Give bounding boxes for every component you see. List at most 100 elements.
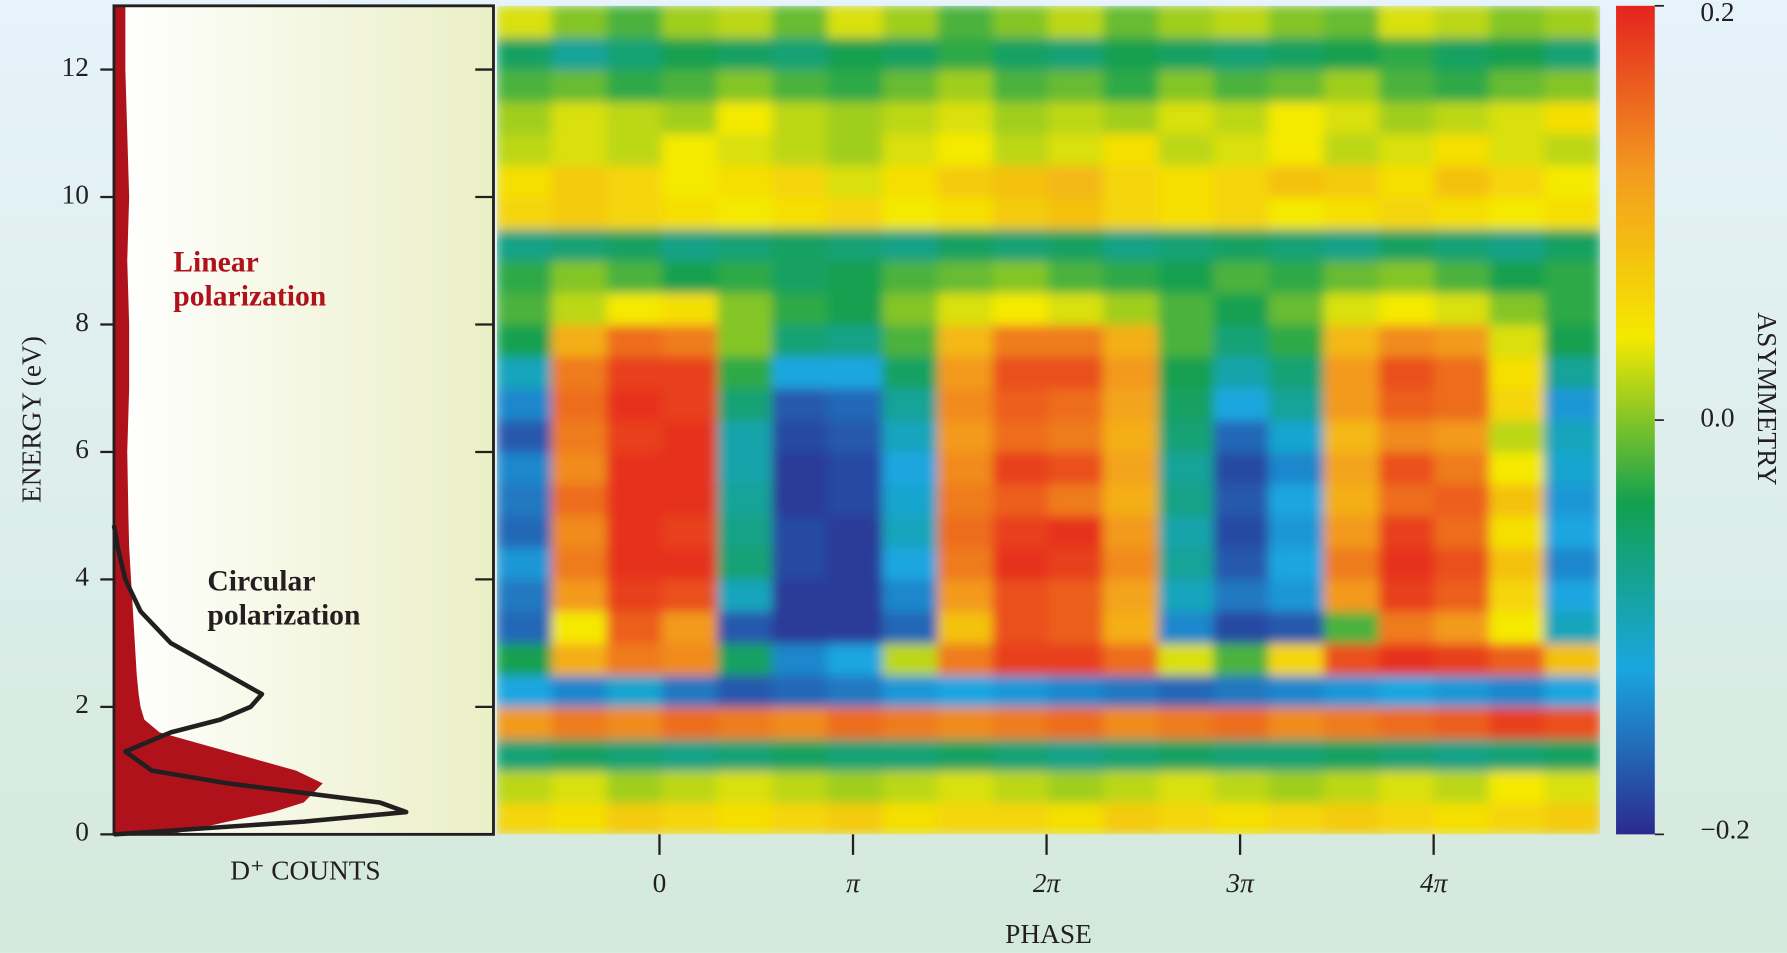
heat-cell <box>1323 387 1381 421</box>
heat-cell <box>1103 68 1160 102</box>
heat-cell <box>1323 323 1381 357</box>
heat-cell <box>882 100 939 134</box>
y-tick-label: 8 <box>75 307 89 337</box>
heat-cell <box>992 610 1050 644</box>
heat-cell <box>1434 164 1491 198</box>
heat-cell <box>1047 132 1105 166</box>
heat-cell <box>1213 419 1270 453</box>
heat-cell <box>882 260 939 294</box>
heat-cell <box>882 451 939 485</box>
heat-cell <box>1047 323 1105 357</box>
series-label: polarization <box>207 600 361 632</box>
heat-cell <box>772 801 829 835</box>
heat-cell <box>882 546 939 580</box>
heat-cell <box>1103 100 1160 134</box>
heat-cell <box>1268 801 1325 835</box>
heat-cell <box>772 355 829 389</box>
heat-cell <box>716 674 774 708</box>
heat-cell <box>606 260 663 294</box>
heat-cell <box>1434 100 1491 134</box>
heat-cell <box>606 37 663 71</box>
heat-cell <box>661 770 719 804</box>
heat-cell <box>1268 164 1325 198</box>
heat-cell <box>716 578 774 612</box>
heat-cell <box>937 68 994 102</box>
heat-cell <box>1158 5 1215 39</box>
heat-cell <box>882 801 939 835</box>
heat-cell <box>882 37 939 71</box>
heat-cell <box>1047 419 1105 453</box>
heat-cell <box>772 451 829 485</box>
heat-cell <box>1268 483 1325 517</box>
heat-cell <box>661 37 719 71</box>
heat-cell <box>827 706 884 740</box>
heat-cell <box>661 801 719 835</box>
heat-cell <box>1323 37 1381 71</box>
heat-cell <box>1103 292 1160 326</box>
heat-cell <box>882 674 939 708</box>
heat-cell <box>1544 801 1601 835</box>
heat-cell <box>496 292 553 326</box>
heat-cell <box>772 578 829 612</box>
heat-cell <box>1213 770 1270 804</box>
heat-cell <box>1378 546 1436 580</box>
heat-cell <box>606 610 663 644</box>
heat-cell <box>992 738 1050 772</box>
heat-cell <box>1213 610 1270 644</box>
heat-cell <box>551 355 608 389</box>
heat-cell <box>1489 674 1546 708</box>
heat-cell <box>1378 260 1436 294</box>
heat-cell <box>992 674 1050 708</box>
heat-cell <box>1489 68 1546 102</box>
heat-cell <box>1378 419 1436 453</box>
heat-cell <box>1378 578 1436 612</box>
heat-cell <box>661 706 719 740</box>
heat-cell <box>992 546 1050 580</box>
heat-cell <box>1489 5 1546 39</box>
heat-cell <box>496 323 553 357</box>
heat-cell <box>1544 546 1601 580</box>
y-tick-label: 0 <box>75 817 89 847</box>
heat-cell <box>1544 515 1601 549</box>
heat-cell <box>606 355 663 389</box>
counts-frame <box>112 4 495 836</box>
heat-cell <box>716 132 774 166</box>
heat-cell <box>937 323 994 357</box>
heat-cell <box>882 196 939 230</box>
heat-cell <box>1323 546 1381 580</box>
heat-cell <box>1158 515 1215 549</box>
heat-cell <box>1103 674 1160 708</box>
heat-cell <box>827 515 884 549</box>
heat-cell <box>1268 355 1325 389</box>
heat-cell <box>992 260 1050 294</box>
heat-cell <box>496 642 553 676</box>
heat-cell <box>1544 68 1601 102</box>
heat-cell <box>772 196 829 230</box>
heat-cell <box>716 706 774 740</box>
heat-cell <box>1323 68 1381 102</box>
heat-cell <box>1213 578 1270 612</box>
heat-cell <box>551 515 608 549</box>
heat-cell <box>551 196 608 230</box>
heat-cell <box>1213 546 1270 580</box>
heat-cell <box>1544 164 1601 198</box>
heat-cell <box>1047 355 1105 389</box>
heat-cell <box>1544 132 1601 166</box>
heat-cell <box>1047 100 1105 134</box>
heat-cell <box>496 419 553 453</box>
x-tick-label: 0 <box>653 868 667 898</box>
counts-plot <box>111 5 409 837</box>
heat-cell <box>606 387 663 421</box>
heat-cell <box>1103 546 1160 580</box>
heat-cell <box>937 578 994 612</box>
heat-cell <box>1213 515 1270 549</box>
heat-cell <box>772 706 829 740</box>
heat-cell <box>1378 387 1436 421</box>
heat-cell <box>882 770 939 804</box>
heat-cell <box>992 292 1050 326</box>
heat-cell <box>937 228 994 262</box>
heat-cell <box>1047 37 1105 71</box>
heat-cell <box>827 132 884 166</box>
heat-cell <box>1268 610 1325 644</box>
heat-cell <box>1489 546 1546 580</box>
